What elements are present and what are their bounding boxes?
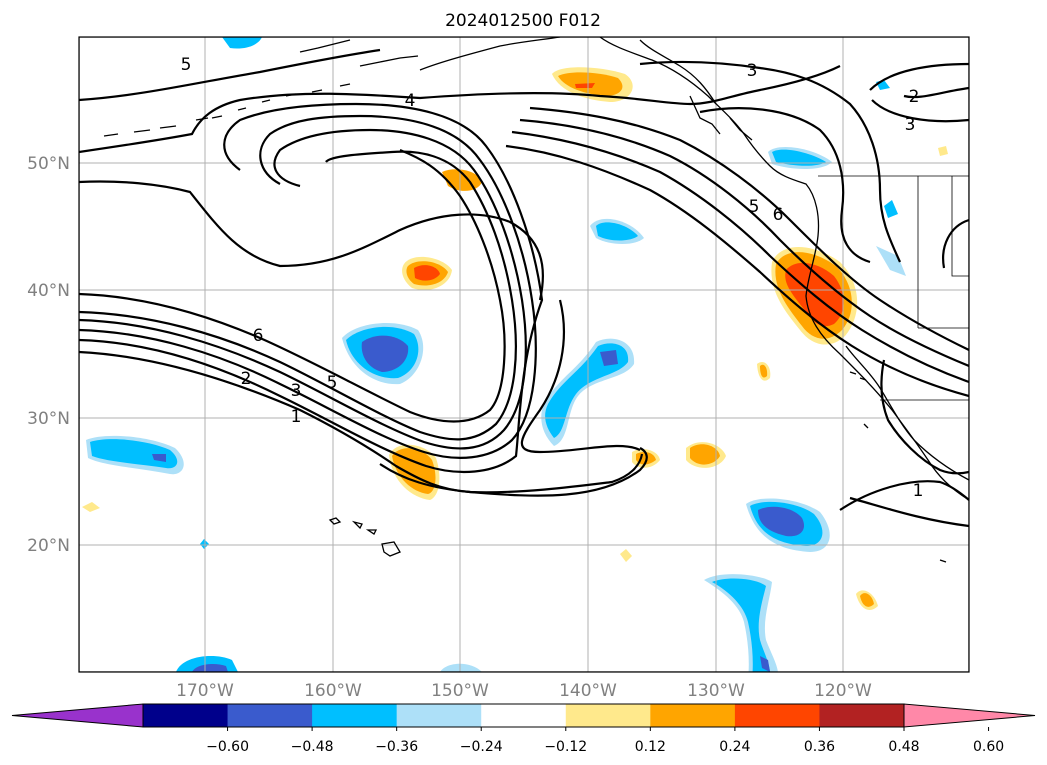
colorbar-bin bbox=[312, 704, 398, 727]
contour-line bbox=[942, 218, 969, 269]
contour-label: 5 bbox=[181, 55, 192, 75]
colorbar-tick-label: −0.36 bbox=[375, 739, 418, 755]
colorbar: −0.60 −0.48 −0.36 −0.24 −0.12 0.12 0.24 0.36 0.4… bbox=[11, 703, 1036, 755]
contour-line bbox=[79, 180, 544, 301]
colorbar-extend-low bbox=[11, 703, 144, 728]
graticule bbox=[79, 37, 969, 672]
contour-label: 3 bbox=[747, 61, 758, 81]
colorbar-tick-label: 0.60 bbox=[973, 739, 1004, 755]
contour-line bbox=[79, 65, 841, 154]
lat-tick-label: 40°N bbox=[27, 281, 70, 301]
lon-tick-label: 150°W bbox=[431, 681, 489, 701]
contour-label: 5 bbox=[327, 373, 338, 393]
contour-labels: 5 4 3 2 3 5 6 6 2 3 5 1 1 bbox=[181, 55, 924, 501]
lon-tick-labels: 170°W 160°W 150°W 140°W 130°W 120°W bbox=[176, 681, 872, 701]
contour-line bbox=[880, 359, 969, 475]
positive-anomaly-region bbox=[82, 502, 100, 512]
contour-line bbox=[379, 447, 648, 497]
contour-line bbox=[903, 86, 969, 99]
contour-label: 5 bbox=[749, 197, 760, 217]
contour-line bbox=[79, 150, 517, 441]
colorbar-bin bbox=[143, 704, 229, 727]
colorbar-tick-label: −0.60 bbox=[206, 739, 249, 755]
contour-line bbox=[839, 480, 969, 511]
colorbar-bin bbox=[734, 704, 820, 727]
contour-line bbox=[79, 114, 537, 459]
lon-tick-label: 120°W bbox=[814, 681, 872, 701]
contour-label: 2 bbox=[241, 369, 252, 389]
lat-tick-label: 20°N bbox=[27, 536, 70, 556]
contour-line bbox=[79, 350, 644, 494]
colorbar-frame bbox=[142, 703, 905, 728]
negative-anomaly-region bbox=[440, 663, 482, 672]
lon-tick-label: 170°W bbox=[176, 681, 234, 701]
contour-lines bbox=[79, 48, 969, 528]
contour-line bbox=[529, 106, 969, 351]
negative-anomaly-region bbox=[222, 37, 262, 49]
contour-line bbox=[871, 99, 969, 123]
positive-anomaly-region bbox=[620, 549, 632, 562]
colorbar-bin bbox=[565, 704, 651, 727]
map-title: 2024012500 F012 bbox=[445, 11, 601, 31]
contour-label: 6 bbox=[773, 205, 784, 225]
contour-line bbox=[79, 128, 527, 450]
contour-label: 3 bbox=[905, 115, 916, 135]
lon-tick-label: 160°W bbox=[304, 681, 362, 701]
contour-line bbox=[849, 496, 969, 528]
contour-label: 6 bbox=[253, 326, 264, 346]
contour-line bbox=[699, 107, 871, 264]
contour-line bbox=[511, 130, 969, 384]
lat-tick-labels: 20°N 30°N 40°N 50°N bbox=[27, 154, 70, 556]
colorbar-tick-label: 0.24 bbox=[719, 739, 750, 755]
lon-tick-label: 140°W bbox=[559, 681, 617, 701]
lon-tick-label: 130°W bbox=[687, 681, 745, 701]
contour-line bbox=[639, 60, 902, 263]
contour-line bbox=[519, 118, 969, 368]
lat-tick-label: 30°N bbox=[27, 409, 70, 429]
contour-line bbox=[520, 299, 641, 454]
positive-anomaly-region bbox=[938, 146, 948, 156]
colorbar-tick-label: 0.36 bbox=[804, 739, 835, 755]
map-frame bbox=[78, 36, 970, 673]
colorbar-bin bbox=[481, 704, 567, 727]
colorbar-extend-high bbox=[903, 703, 1036, 728]
contour-label: 1 bbox=[913, 481, 924, 501]
negative-anomaly-region bbox=[876, 246, 906, 276]
lat-tick-label: 50°N bbox=[27, 154, 70, 174]
map-panel: 5 4 3 2 3 5 6 6 2 3 5 1 1 bbox=[79, 37, 969, 672]
colorbar-tick-label: −0.24 bbox=[460, 739, 503, 755]
contour-line bbox=[79, 102, 544, 474]
colorbar-tick-label: −0.48 bbox=[291, 739, 334, 755]
contour-label: 2 bbox=[909, 87, 920, 107]
contour-line bbox=[869, 62, 969, 91]
colorbar-tick-label: 0.12 bbox=[635, 739, 666, 755]
colorbar-bin bbox=[819, 704, 905, 727]
contour-line bbox=[79, 148, 506, 423]
contour-label: 3 bbox=[291, 381, 302, 401]
contour-label: 1 bbox=[291, 407, 302, 427]
colorbar-bin bbox=[396, 704, 482, 727]
colorbar-bin bbox=[650, 704, 736, 727]
contour-label: 4 bbox=[405, 91, 416, 111]
colorbar-tick-label: 0.48 bbox=[888, 739, 919, 755]
colorbar-bin bbox=[227, 704, 313, 727]
colorbar-tick-label: −0.12 bbox=[544, 739, 587, 755]
contour-line bbox=[79, 48, 381, 102]
negative-anomaly-region bbox=[884, 200, 898, 218]
